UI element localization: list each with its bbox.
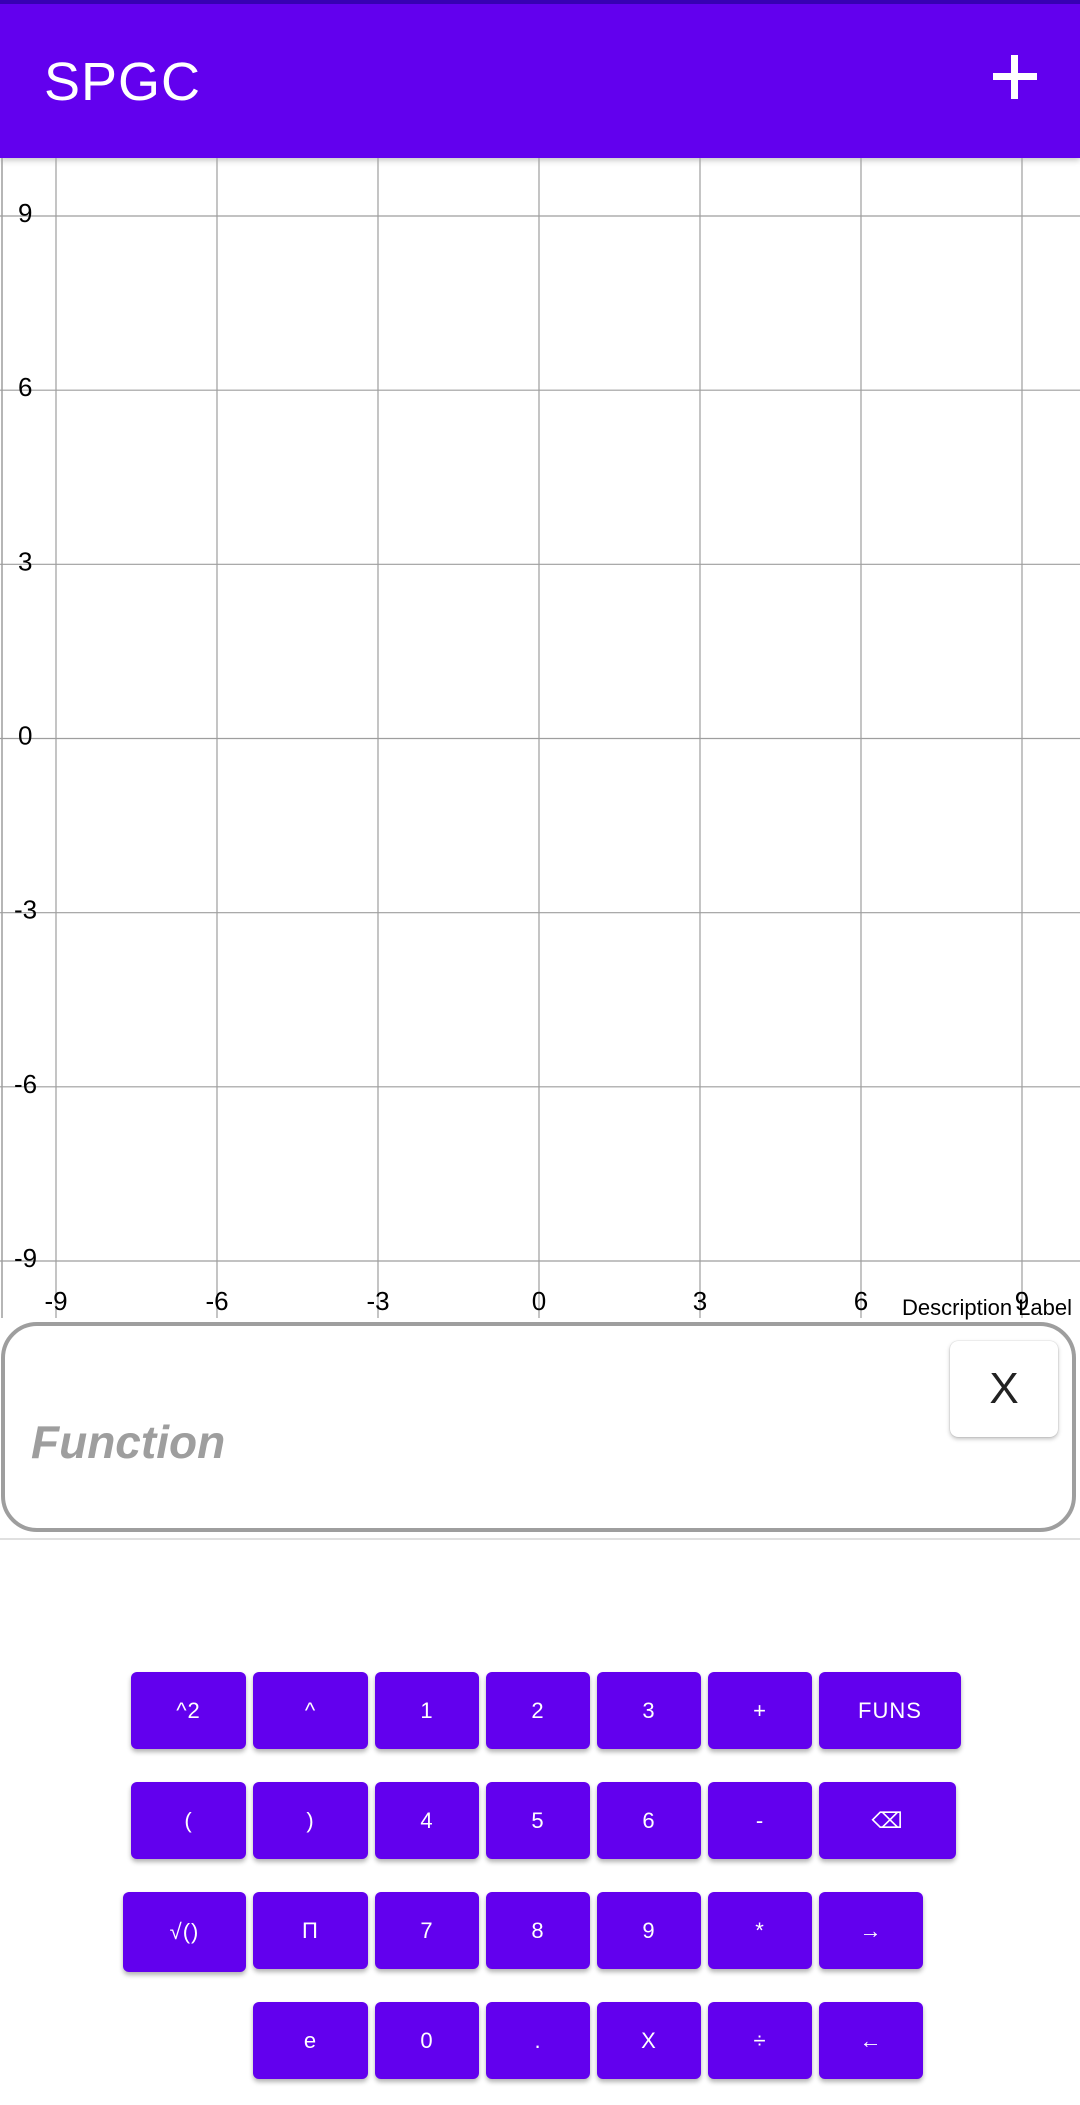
key-multiply[interactable]: * [708,1892,812,1969]
key-9[interactable]: 9 [597,1892,701,1969]
y-tick-label: -9 [14,1243,37,1273]
key-1[interactable]: 1 [375,1672,479,1749]
clear-function-button[interactable]: X [950,1341,1058,1437]
app-bar: SPGC [0,0,1080,158]
key-decimal[interactable]: . [486,2002,590,2079]
key-divide[interactable]: ÷ [708,2002,812,2079]
graph-plot: 9 6 3 0 -3 -6 -9-9 -6 -3 0 3 6 9 [0,158,1080,1318]
key-funs[interactable]: FUNS [819,1672,961,1749]
x-tick-label: 6 [854,1286,868,1316]
key-minus[interactable]: - [708,1782,812,1859]
key-4[interactable]: 4 [375,1782,479,1859]
y-tick-label: -3 [14,895,37,925]
function-input[interactable] [29,1396,913,1488]
graph-canvas[interactable]: 9 6 3 0 -3 -6 -9 -9 -6 -3 0 3 6 9 [0,158,1080,1318]
y-tick-label: 3 [18,546,32,576]
x-tick-label: 0 [532,1286,546,1316]
divider [0,1538,1080,1540]
key-pi[interactable]: Π [253,1892,368,1969]
key-5[interactable]: 5 [486,1782,590,1859]
key-3[interactable]: 3 [597,1672,701,1749]
key-open-paren[interactable]: ( [131,1782,246,1859]
key-2[interactable]: 2 [486,1672,590,1749]
key-7[interactable]: 7 [375,1892,479,1969]
key-sqrt[interactable]: √() [123,1892,246,1972]
key-cursor-left[interactable]: ← [819,2002,923,2079]
key-close-paren[interactable]: ) [253,1782,368,1859]
y-tick-label: -6 [14,1069,37,1099]
function-card: X [1,1322,1076,1532]
key-square[interactable]: ^2 [131,1672,246,1749]
add-function-button[interactable] [980,42,1050,112]
key-8[interactable]: 8 [486,1892,590,1969]
app-title: SPGC [44,52,202,112]
key-power[interactable]: ^ [253,1672,368,1749]
key-backspace[interactable]: ⌫ [819,1782,956,1859]
key-cursor-right[interactable]: → [819,1892,923,1969]
y-tick-label: 9 [18,198,32,228]
key-e[interactable]: e [253,2002,368,2079]
y-tick-label: 6 [18,372,32,402]
key-plus[interactable]: + [708,1672,812,1749]
key-x[interactable]: X [597,2002,701,2079]
x-tick-label: 3 [693,1286,707,1316]
y-tick-label: 0 [18,721,32,751]
key-6[interactable]: 6 [597,1782,701,1859]
description-label: Description Label [902,1295,1072,1320]
plus-icon [993,55,1037,99]
x-tick-label: -3 [366,1286,389,1316]
x-tick-label: -6 [205,1286,228,1316]
status-strip [0,0,1080,4]
key-0[interactable]: 0 [375,2002,479,2079]
x-tick-label: -9 [44,1286,67,1316]
x-tick-label: 9 [1015,1286,1029,1316]
